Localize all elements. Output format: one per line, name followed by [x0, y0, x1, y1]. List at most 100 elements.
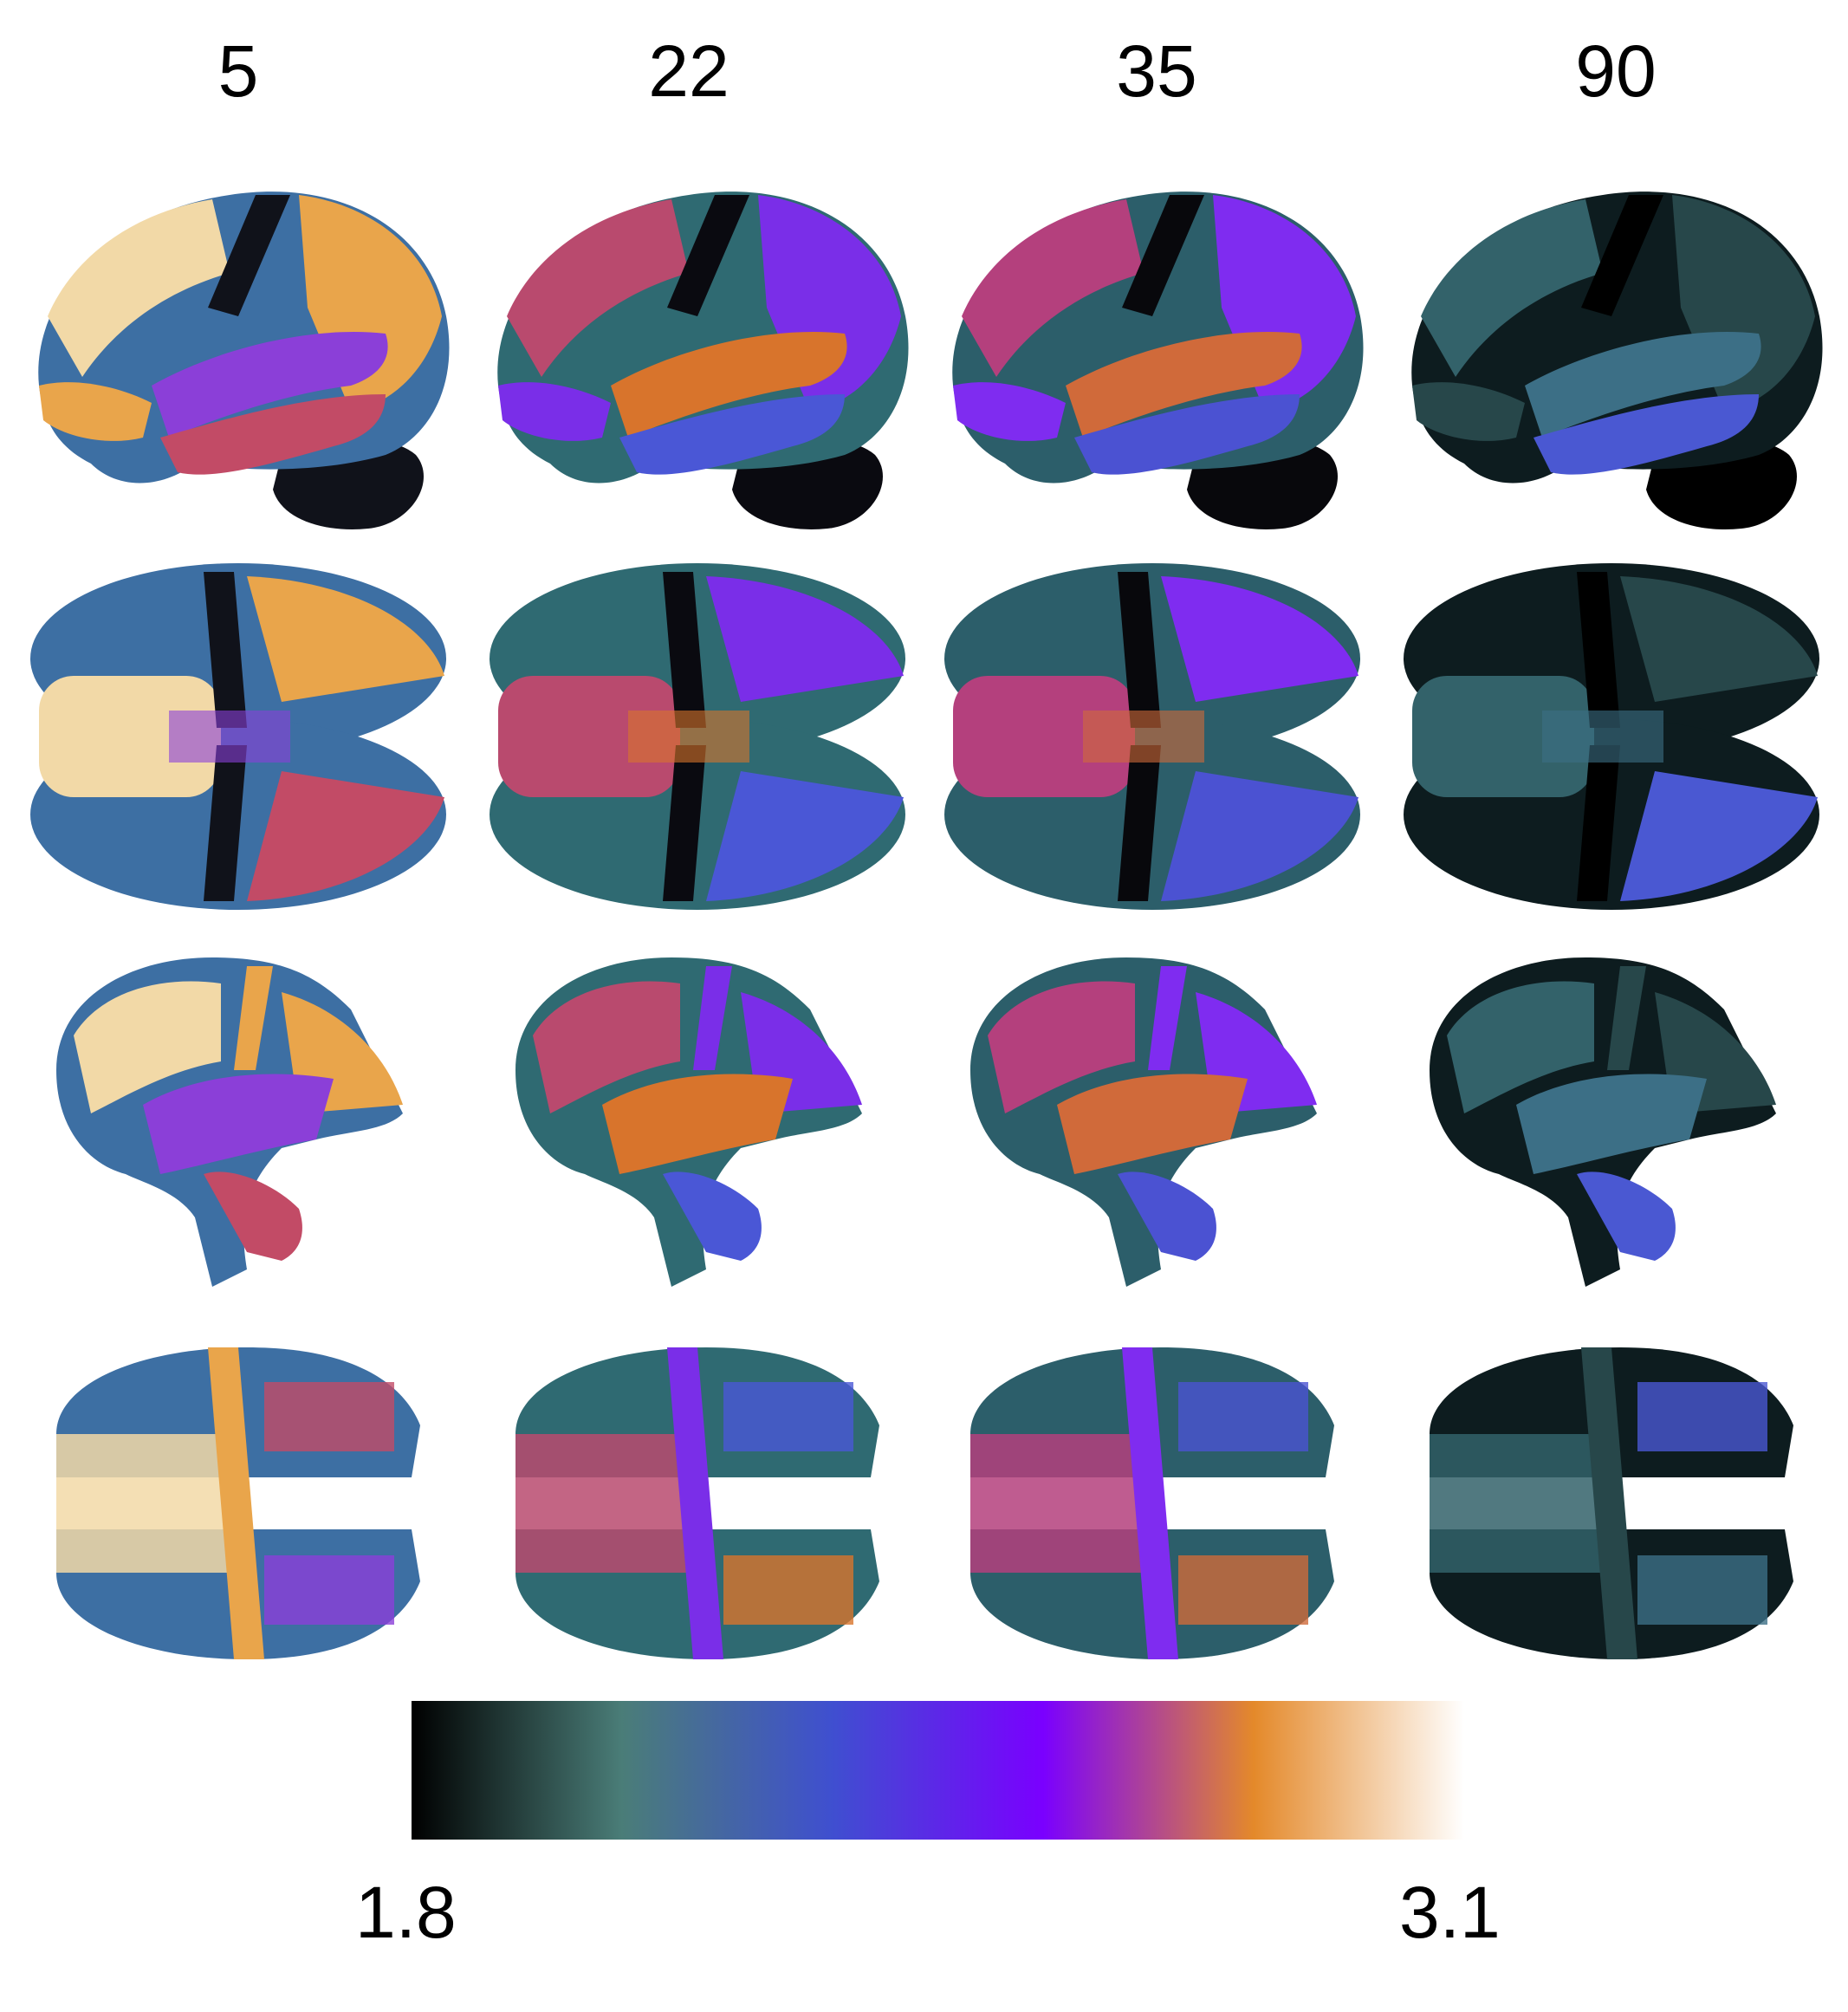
- brainstem-region: [204, 1172, 302, 1261]
- colorbar-gradient: [412, 1701, 1464, 1840]
- superior-temporal-region: [611, 332, 847, 438]
- frontal-tract-region: [533, 981, 680, 1113]
- brain-render-svg: [56, 1347, 420, 1659]
- central-sulcus-right: [1577, 745, 1620, 901]
- parietal-right-region: [1620, 771, 1818, 901]
- orbitofrontal-region: [953, 382, 1066, 441]
- brain-render-svg: [1430, 1347, 1793, 1659]
- central-sulcus-right: [1118, 745, 1161, 901]
- frontal-tract-region: [74, 981, 221, 1113]
- frontal-tract-region: [56, 1434, 230, 1573]
- central-tract-region: [1581, 1347, 1637, 1659]
- parietal-left-region: [706, 576, 904, 702]
- column-label-age-35: 35: [1116, 30, 1197, 112]
- frontal-region: [953, 676, 1135, 797]
- temporal-tract-region: [602, 1074, 793, 1174]
- brain-render-svg: [56, 957, 403, 1287]
- column-label-age-5: 5: [217, 30, 259, 112]
- frontal-region: [962, 199, 1144, 377]
- brain-render-dorsal-surface-age-35: [936, 555, 1369, 918]
- brain-render-svg: [490, 563, 905, 910]
- brain-render-svg: [970, 1347, 1334, 1659]
- orbitofrontal-region: [498, 382, 611, 441]
- central-tract-region: [234, 966, 273, 1070]
- brain-render-svg: [1404, 563, 1819, 910]
- parietal-right-tract-region: [1637, 1555, 1767, 1625]
- frontal-region: [507, 199, 689, 377]
- parietal-right-tract-region: [723, 1555, 853, 1625]
- central-sulcus-region: [1122, 195, 1204, 316]
- column-label-age-90: 90: [1575, 30, 1657, 112]
- frontal-tract-region: [970, 1434, 1144, 1573]
- central-sulcus-right: [663, 745, 706, 901]
- brain-render-lateral-white-matter-age-22: [481, 940, 914, 1304]
- column-label-age-22: 22: [648, 30, 729, 112]
- brain-render-dorsal-white-matter-age-5: [22, 1330, 455, 1694]
- midline-region: [628, 711, 749, 763]
- midline-region: [169, 711, 290, 763]
- brain-render-lateral-white-matter-age-90: [1395, 940, 1828, 1304]
- parietal-right-region: [247, 771, 444, 901]
- midline-region: [1083, 711, 1204, 763]
- central-sulcus-region: [1581, 195, 1663, 316]
- temporal-tract-region: [143, 1074, 334, 1174]
- brain-render-svg: [30, 563, 446, 910]
- brain-render-svg: [38, 191, 450, 529]
- brain-render-svg: [515, 1347, 879, 1659]
- brain-render-lateral-white-matter-age-5: [22, 940, 455, 1304]
- orbitofrontal-region: [39, 382, 152, 441]
- temporal-tract-region: [1057, 1074, 1248, 1174]
- frontal-tract-region: [1447, 981, 1594, 1113]
- brainstem-region: [1118, 1172, 1216, 1261]
- brain-render-dorsal-white-matter-age-35: [936, 1330, 1369, 1694]
- central-sulcus-left: [663, 572, 706, 728]
- parietal-right-tract-region: [264, 1555, 394, 1625]
- central-sulcus-right: [204, 745, 247, 901]
- parietal-left-region: [1161, 576, 1358, 702]
- midline-region: [1542, 711, 1663, 763]
- brain-render-svg: [515, 957, 862, 1287]
- brain-render-svg: [970, 957, 1317, 1287]
- superior-temporal-region: [1525, 332, 1761, 438]
- frontal-region: [39, 676, 221, 797]
- frontal-tract-region: [515, 1434, 689, 1573]
- central-tract-region: [1122, 1347, 1178, 1659]
- brainstem-region: [663, 1172, 762, 1261]
- brainstem-region: [1577, 1172, 1676, 1261]
- brain-render-lateral-surface-age-35: [936, 178, 1369, 542]
- frontal-region: [1421, 199, 1603, 377]
- colorbar-min-label: 1.8: [355, 1872, 457, 1953]
- brain-render-svg: [497, 191, 909, 529]
- brain-render-dorsal-surface-age-22: [481, 555, 914, 918]
- brain-render-lateral-white-matter-age-35: [936, 940, 1369, 1304]
- superior-temporal-region: [152, 332, 388, 438]
- frontal-tract-region: [988, 981, 1135, 1113]
- parietal-left-region: [247, 576, 444, 702]
- brain-render-lateral-surface-age-90: [1395, 178, 1828, 542]
- parietal-left-tract-region: [1637, 1382, 1767, 1451]
- temporal-tract-region: [1516, 1074, 1707, 1174]
- brain-render-svg: [944, 563, 1360, 910]
- superior-temporal-region: [1066, 332, 1302, 438]
- frontal-tract-region: [1430, 1434, 1603, 1573]
- brain-render-lateral-surface-age-22: [481, 178, 914, 542]
- brain-render-dorsal-white-matter-age-90: [1395, 1330, 1828, 1694]
- central-sulcus-region: [667, 195, 749, 316]
- brain-render-svg: [952, 191, 1364, 529]
- brain-render-dorsal-white-matter-age-22: [481, 1330, 914, 1694]
- brain-render-lateral-surface-age-5: [22, 178, 455, 542]
- central-tract-region: [208, 1347, 264, 1659]
- central-sulcus-left: [1118, 572, 1161, 728]
- orbitofrontal-region: [1412, 382, 1525, 441]
- brain-render-svg: [1411, 191, 1823, 529]
- central-sulcus-left: [204, 572, 247, 728]
- frontal-region: [498, 676, 680, 797]
- parietal-left-tract-region: [1178, 1382, 1308, 1451]
- central-sulcus-left: [1577, 572, 1620, 728]
- colorbar: [412, 1701, 1464, 1840]
- inferior-temporal-region: [1534, 394, 1759, 475]
- inferior-temporal-region: [160, 394, 386, 475]
- central-tract-region: [1148, 966, 1187, 1070]
- central-sulcus-region: [208, 195, 290, 316]
